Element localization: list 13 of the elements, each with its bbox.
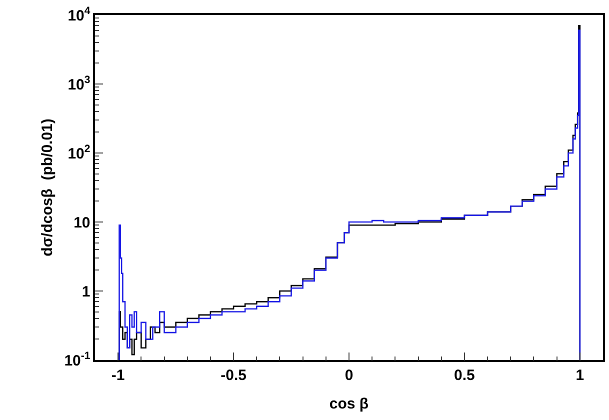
x-tick-label: 0 (344, 366, 354, 384)
x-tick-label: 0.5 (454, 366, 475, 384)
x-tick-label: -1 (111, 366, 125, 384)
y-tick-label: 1 (82, 283, 90, 300)
y-tick-label: 10$^{-1}$ (64, 350, 90, 370)
y-tick-label: 10$^{2}$ (68, 142, 90, 162)
y-axis-title: dσ/dcosβ (pb/0.01) (38, 118, 56, 256)
y-tick-label: 10$^{3}$ (68, 74, 90, 94)
y-tick-label: 10$^{4}$ (68, 4, 90, 24)
x-axis-title: cos β (329, 395, 369, 412)
y-tick-label: 10 (74, 214, 90, 232)
x-tick-label: 1 (576, 366, 584, 384)
x-tick-label: -0.5 (220, 366, 246, 384)
